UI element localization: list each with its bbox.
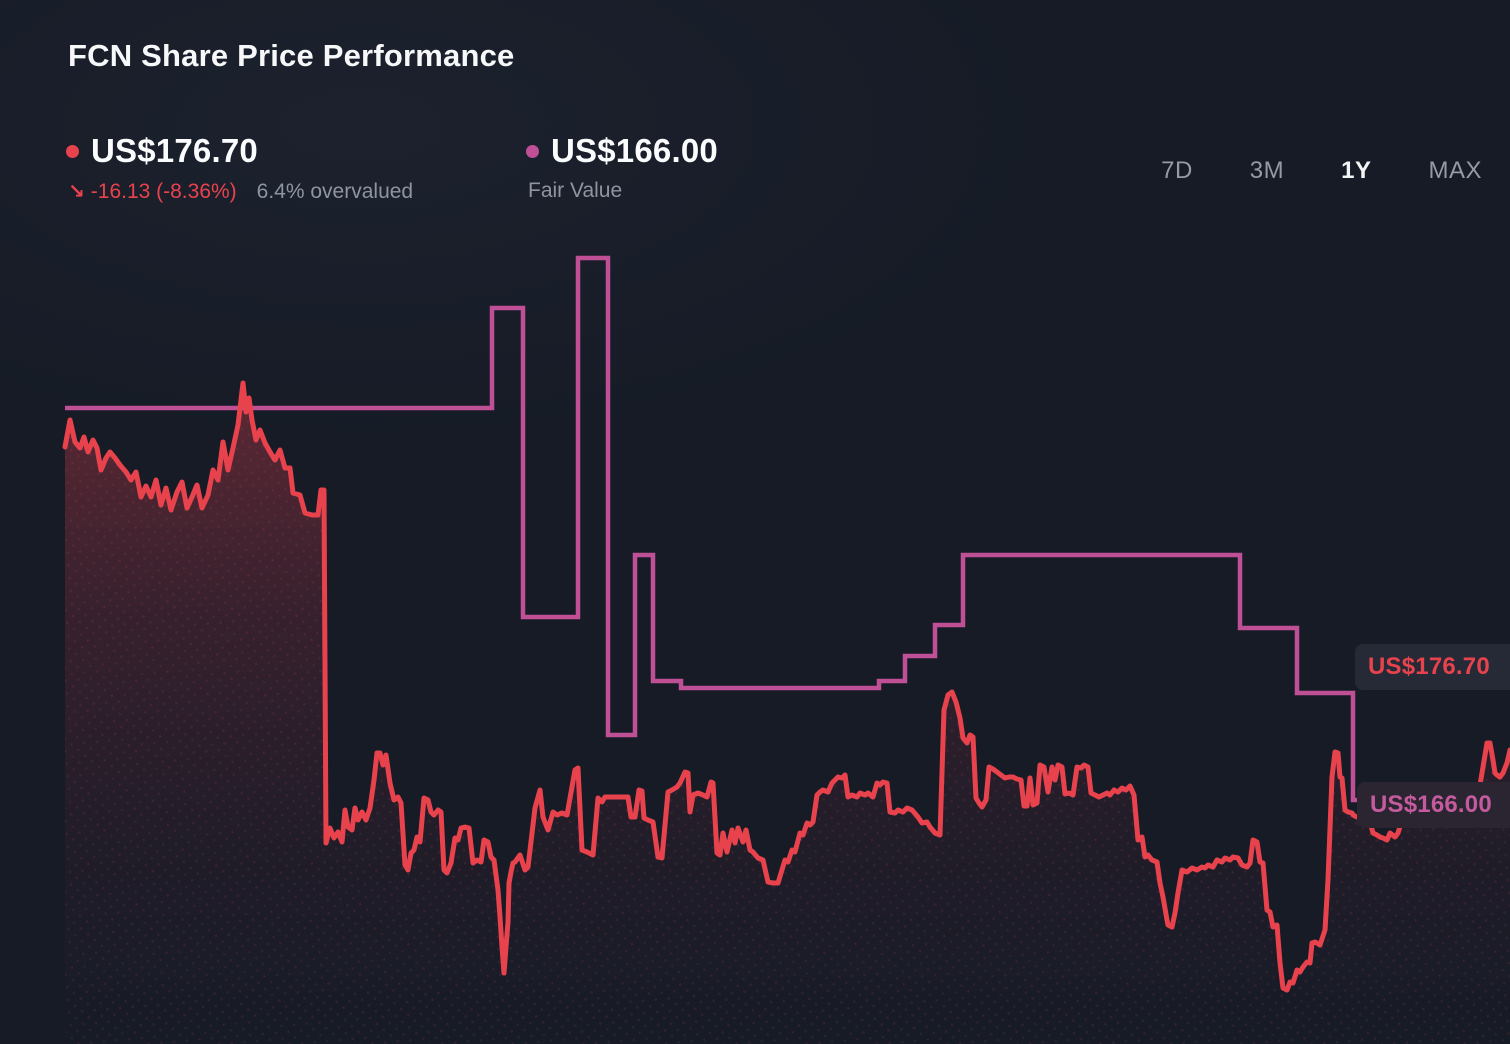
range-selector: 7D 3M 1Y MAX xyxy=(1161,157,1482,185)
range-button-7d[interactable]: 7D xyxy=(1161,157,1193,184)
range-button-max[interactable]: MAX xyxy=(1428,157,1482,184)
range-button-1y[interactable]: 1Y xyxy=(1341,157,1372,184)
share-price-legend: US$176.70 ↘ -16.13 (-8.36%) 6.4% overvalu… xyxy=(66,132,413,204)
down-right-arrow-icon: ↘ xyxy=(68,181,85,203)
fair-value-legend: US$166.00 Fair Value xyxy=(526,132,718,203)
share-price-change: ↘ -16.13 (-8.36%) xyxy=(68,179,237,204)
fair-value-dot-icon xyxy=(526,144,539,158)
share-price-dot-icon xyxy=(66,144,79,158)
share-price-change-text: -16.13 (-8.36%) xyxy=(90,180,237,203)
page-title: FCN Share Price Performance xyxy=(68,38,515,73)
range-button-3m[interactable]: 3M xyxy=(1249,157,1285,184)
fair-value-label: Fair Value xyxy=(528,179,623,202)
fair-value-tag: US$166.00 xyxy=(1357,782,1510,828)
fair-value-step-line xyxy=(65,255,1366,803)
fair-value-value: US$166.00 xyxy=(551,132,718,169)
share-price-tag: US$176.70 xyxy=(1355,644,1510,690)
overvalued-note: 6.4% overvalued xyxy=(256,180,414,203)
share-price-value: US$176.70 xyxy=(91,132,258,169)
share-price-area-texture xyxy=(65,383,1510,1044)
share-price-line xyxy=(62,380,1510,993)
